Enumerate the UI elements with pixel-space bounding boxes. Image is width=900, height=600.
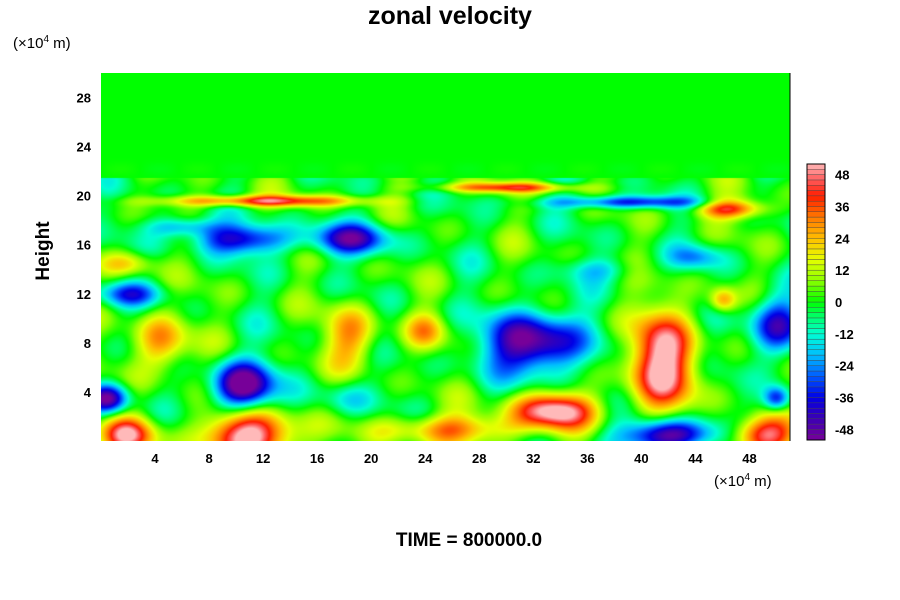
colorbar-band (806, 163, 826, 170)
colorbar-tick-label: 24 (835, 231, 850, 246)
colorbar-band (806, 370, 826, 377)
colorbar-band (806, 264, 826, 271)
y-tick-label: 28 (77, 91, 91, 106)
y-tick-label: 12 (77, 287, 91, 302)
colorbar-tick-label: -24 (835, 359, 855, 374)
colorbar-tick-label: -12 (835, 327, 854, 342)
y-tick-label: 16 (77, 238, 91, 253)
colorbar-band (806, 423, 826, 430)
y-tick-label: 24 (77, 140, 92, 155)
x-tick-label: 40 (634, 451, 648, 466)
colorbar-band (806, 376, 826, 382)
colorbar-band (806, 169, 826, 175)
colorbar-band (806, 365, 826, 372)
colorbar-band (806, 291, 826, 297)
colorbar-band (806, 360, 826, 366)
colorbar-band (806, 307, 826, 313)
colorbar-tick-label: -36 (835, 391, 854, 406)
x-axis-ticks: 4 8 12 16 20 24 28 32 36 40 44 48 (151, 451, 756, 466)
colorbar-tick-label: 36 (835, 199, 849, 214)
y-axis-ticks: 4 8 12 16 20 24 28 (77, 91, 92, 400)
colorbar-band (806, 296, 826, 303)
colorbar-band (806, 254, 826, 260)
colorbar-band (806, 285, 826, 292)
colorbar-band (806, 397, 826, 404)
colorbar-band (806, 174, 826, 181)
colorbar-band (806, 227, 826, 234)
colorbar-frame (806, 163, 826, 441)
colorbar-tick-label: 12 (835, 263, 849, 278)
colorbar (806, 163, 826, 441)
colorbar-band (806, 402, 826, 409)
colorbar-band (806, 222, 826, 228)
x-tick-label: 8 (205, 451, 212, 466)
colorbar-band (806, 259, 826, 266)
x-tick-label: 4 (151, 451, 159, 466)
colorbar-band (806, 328, 826, 335)
x-tick-label: 12 (256, 451, 270, 466)
colorbar-band (806, 317, 826, 324)
x-tick-label: 48 (742, 451, 756, 466)
x-axis-unit: (×104 m) (714, 472, 772, 490)
x-tick-label: 24 (418, 451, 433, 466)
y-axis-unit: (×104 m) (13, 34, 71, 52)
colorbar-band (806, 206, 826, 212)
y-tick-label: 4 (84, 385, 92, 400)
colorbar-band (806, 190, 826, 197)
x-tick-label: 36 (580, 451, 594, 466)
colorbar-band (806, 216, 826, 223)
colorbar-band (806, 232, 826, 239)
colorbar-ticks: 48 36 24 12 0 -12 -24 -36 -48 (835, 168, 855, 438)
colorbar-band (806, 301, 826, 308)
colorbar-band (806, 349, 826, 356)
colorbar-band (806, 312, 826, 319)
colorbar-tick-label: -48 (835, 422, 854, 437)
x-tick-label: 28 (472, 451, 486, 466)
colorbar-band (806, 211, 826, 218)
colorbar-band (806, 323, 826, 329)
colorbar-band (806, 179, 826, 186)
colorbar-band (806, 418, 826, 425)
colorbar-band (806, 407, 826, 414)
x-tick-label: 32 (526, 451, 540, 466)
colorbar-band (806, 275, 826, 281)
colorbar-band (806, 354, 826, 361)
colorbar-band (806, 195, 826, 202)
colorbar-band (806, 338, 826, 345)
time-label: TIME = 800000.0 (395, 530, 543, 551)
colorbar-band (806, 269, 826, 276)
colorbar-tick-label: 0 (835, 295, 842, 310)
colorbar-tick-label: 48 (835, 168, 849, 183)
colorbar-band (806, 243, 826, 250)
colorbar-band (806, 344, 826, 350)
heatmap-field (101, 73, 790, 441)
colorbar-band (806, 381, 826, 388)
colorbar-band (806, 248, 826, 255)
x-tick-label: 44 (688, 451, 703, 466)
y-tick-label: 20 (77, 189, 91, 204)
colorbar-band (806, 280, 826, 287)
chart-title: zonal velocity (368, 2, 532, 30)
colorbar-band (806, 434, 826, 441)
colorbar-band (806, 185, 826, 191)
colorbar-band (806, 386, 826, 393)
y-tick-label: 8 (84, 336, 91, 351)
colorbar-band (806, 238, 826, 244)
colorbar-band (806, 200, 826, 207)
colorbar-band (806, 413, 826, 419)
x-tick-label: 20 (364, 451, 378, 466)
x-tick-label: 16 (310, 451, 324, 466)
colorbar-band (806, 392, 826, 398)
colorbar-band (806, 429, 826, 435)
colorbar-band (806, 333, 826, 340)
